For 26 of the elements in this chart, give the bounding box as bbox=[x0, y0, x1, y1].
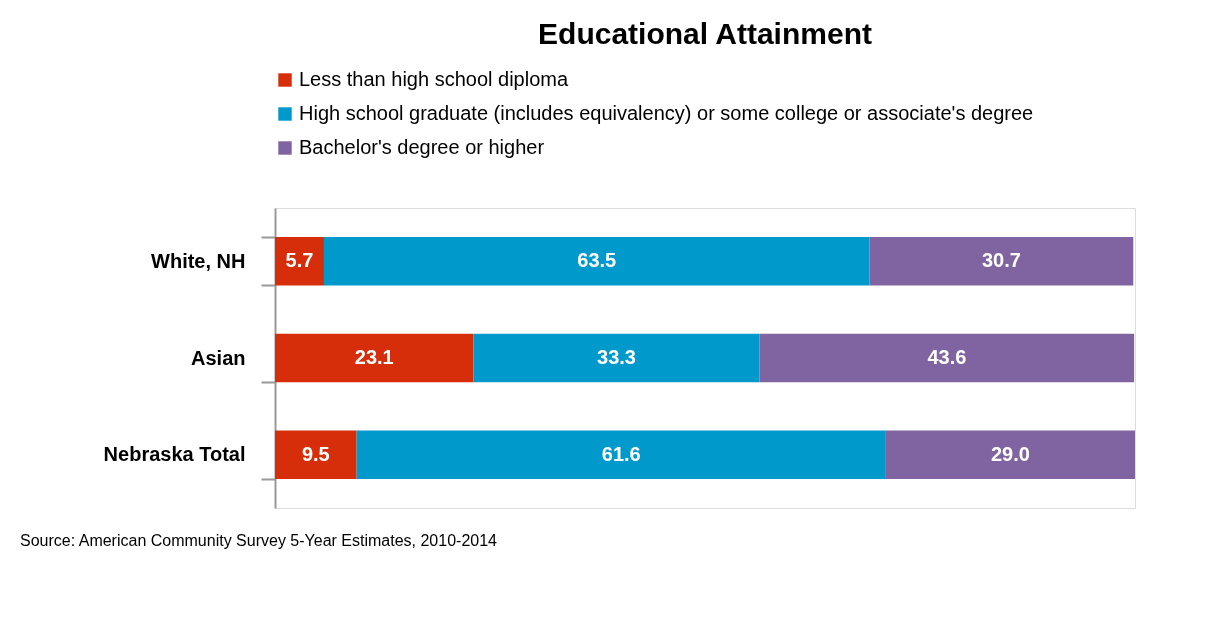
data-label: 5.7 bbox=[285, 249, 314, 272]
data-label: 29.0 bbox=[990, 442, 1030, 465]
data-label: 61.6 bbox=[601, 442, 641, 465]
bar bbox=[356, 430, 886, 479]
bar bbox=[885, 430, 1135, 479]
data-label: 30.7 bbox=[981, 249, 1021, 272]
bar bbox=[275, 333, 474, 383]
legend-label: Bachelor's degree or higher bbox=[299, 136, 545, 158]
y-tick-label: Asian bbox=[191, 346, 246, 369]
y-tick-label: Nebraska Total bbox=[103, 443, 246, 466]
bar bbox=[869, 237, 1134, 286]
data-label: 63.5 bbox=[577, 249, 617, 272]
bar bbox=[275, 430, 357, 479]
data-label: 9.5 bbox=[301, 442, 330, 465]
data-label: 43.6 bbox=[927, 346, 967, 368]
data-label: 33.3 bbox=[597, 346, 636, 368]
y-tick-label: White, NH bbox=[151, 249, 246, 272]
bar bbox=[473, 333, 760, 383]
legend-label: High school graduate (includes equivalency) or some college or associate's degree bbox=[299, 102, 1034, 124]
bar bbox=[323, 237, 870, 286]
bar bbox=[275, 237, 324, 286]
bar bbox=[759, 333, 1135, 383]
legend-label: Less than high school diploma bbox=[299, 68, 569, 90]
chart-title: Educational Attainment bbox=[538, 17, 872, 50]
data-label: 23.1 bbox=[354, 346, 394, 368]
source-note: Source: American Community Survey 5-Year Estimates, 2010-2014 bbox=[20, 532, 498, 549]
